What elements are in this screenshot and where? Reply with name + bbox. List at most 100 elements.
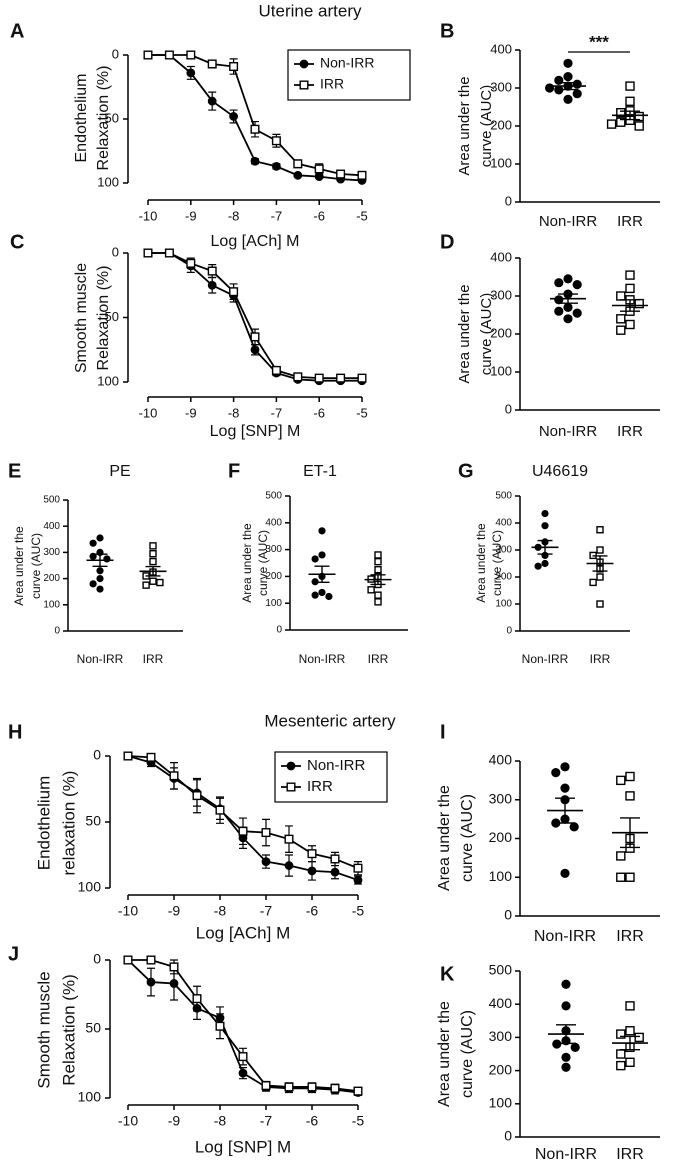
y-axis-label: Area under the	[456, 76, 473, 175]
sem-bar	[620, 1035, 640, 1051]
marker	[616, 775, 626, 786]
marker	[330, 854, 340, 864]
x-tick-label: -6	[313, 405, 325, 420]
x-tick-label: -6	[306, 903, 319, 919]
y-axis-label: curve (AUC)	[459, 794, 476, 882]
y-axis-label: curve (AUC)	[29, 533, 43, 599]
marker	[374, 551, 382, 559]
marker	[207, 96, 217, 106]
x-tick-label: -9	[185, 208, 197, 223]
marker	[572, 280, 582, 290]
marker	[272, 161, 281, 171]
y-tick-label: 400	[43, 521, 60, 532]
y-tick-label: 100	[78, 879, 102, 895]
y-axis-label: Relaxation (%)	[95, 66, 112, 171]
series-line	[148, 252, 362, 380]
marker	[250, 156, 260, 166]
marker	[561, 1062, 571, 1072]
marker	[616, 314, 626, 324]
section-title: Uterine artery	[259, 1, 362, 20]
marker	[169, 962, 179, 972]
marker	[164, 50, 174, 60]
marker	[634, 1032, 644, 1043]
section-title: Mesenteric artery	[264, 711, 396, 730]
marker	[572, 308, 582, 318]
marker	[561, 979, 571, 989]
marker	[169, 771, 179, 781]
y-axis-label: curve (AUC)	[256, 530, 270, 596]
sem-bar	[555, 797, 575, 824]
marker	[596, 600, 604, 608]
y-tick-label: 50	[85, 1020, 101, 1036]
marker	[374, 591, 382, 599]
marker	[534, 562, 542, 570]
y-tick-label: 0	[112, 46, 119, 61]
marker	[572, 89, 582, 99]
marker	[374, 598, 382, 606]
marker	[634, 111, 644, 122]
y-axis-label: Endothelium	[73, 74, 90, 163]
y-axis-label: Area under the	[240, 523, 254, 603]
marker	[541, 509, 549, 518]
sem-bar	[92, 553, 108, 567]
panel-letter: B	[440, 20, 454, 42]
marker	[307, 1082, 317, 1092]
marker	[330, 1083, 340, 1093]
panel-letter: K	[440, 963, 455, 985]
y-axis-label: Relaxation (%)	[95, 266, 112, 371]
x-tick-label: Non-IRR	[534, 928, 596, 945]
sem-bar	[620, 110, 640, 121]
marker	[186, 50, 196, 60]
y-tick-label: 500	[489, 962, 513, 978]
x-tick-label: -10	[139, 208, 158, 223]
marker	[271, 136, 281, 146]
y-axis-label: curve (AUC)	[478, 293, 495, 376]
sem-bar	[370, 574, 386, 586]
y-tick-label: 200	[265, 571, 282, 582]
marker	[560, 762, 570, 772]
marker	[96, 567, 104, 575]
marker	[625, 1057, 635, 1068]
y-axis-label: relaxation (%)	[59, 771, 78, 876]
y-tick-label: 400	[489, 752, 513, 768]
marker	[318, 551, 326, 559]
y-tick-label: 300	[43, 547, 60, 558]
y-tick-label: 500	[43, 495, 60, 506]
marker	[563, 314, 573, 324]
y-tick-label: 300	[265, 544, 282, 555]
marker	[625, 270, 635, 280]
marker	[261, 857, 271, 866]
marker	[374, 557, 382, 566]
x-tick-label: -8	[214, 903, 227, 919]
y-tick-label: 300	[489, 790, 513, 806]
x-tick-label: -8	[214, 1113, 227, 1129]
y-axis-label: Area under the	[436, 1001, 453, 1107]
marker	[261, 828, 271, 838]
marker	[238, 826, 248, 836]
x-tick-label: Non-IRR	[539, 423, 598, 440]
marker	[284, 1082, 294, 1092]
marker	[561, 1052, 571, 1062]
x-tick-label: IRR	[617, 213, 643, 230]
legend-label: Non-IRR	[320, 55, 374, 71]
marker	[560, 868, 570, 878]
sem-bar	[558, 293, 578, 304]
marker	[357, 170, 367, 180]
marker	[149, 550, 157, 558]
marker	[336, 169, 346, 179]
x-tick-label: -5	[356, 405, 368, 420]
x-tick-label: IRR	[143, 652, 164, 666]
marker	[146, 955, 156, 965]
y-axis-label: curve (AUC)	[490, 530, 504, 596]
marker	[142, 581, 150, 589]
y-tick-label: 0	[505, 401, 512, 416]
y-tick-label: 100	[78, 1089, 102, 1105]
marker	[616, 1029, 626, 1039]
y-tick-label: 300	[489, 1028, 513, 1044]
y-tick-label: 50	[105, 110, 119, 125]
marker	[318, 588, 326, 597]
marker	[307, 866, 317, 876]
marker	[314, 164, 324, 174]
x-tick-label: -7	[260, 1113, 273, 1129]
